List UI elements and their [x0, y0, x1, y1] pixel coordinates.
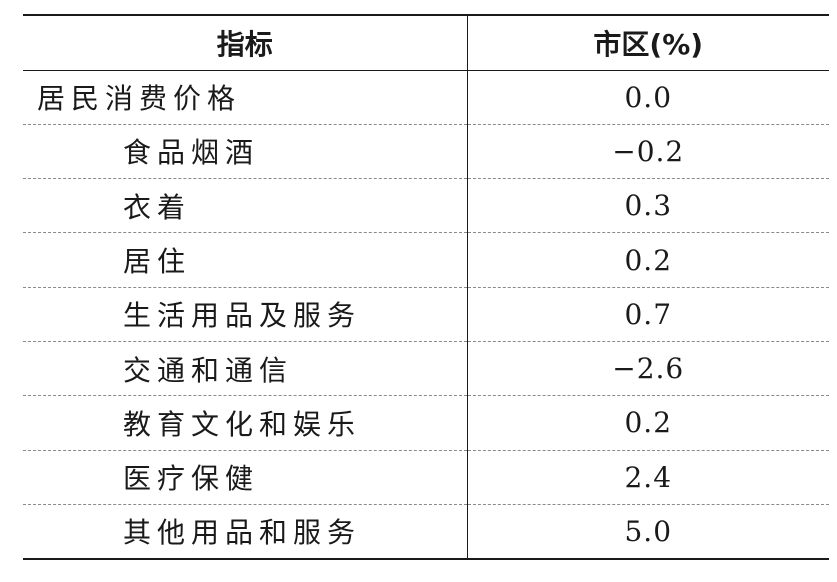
header-indicator: 指标: [23, 14, 468, 71]
row-value: −0.2: [467, 124, 829, 180]
row-value: 0.2: [467, 232, 829, 288]
cpi-table-container: 指标 市区(%) 居民消费价格 0.0 食品烟酒 −0.2 衣着 0.3 居住 …: [23, 14, 829, 560]
row-value: 0.2: [467, 395, 829, 451]
table-row: 交通和通信 −2.6: [23, 341, 829, 397]
row-label: 衣着: [23, 178, 468, 234]
row-value: −2.6: [467, 341, 829, 397]
row-label: 生活用品及服务: [23, 287, 468, 342]
row-value: 0.3: [467, 178, 829, 234]
row-label: 居民消费价格: [23, 70, 468, 125]
row-value: 0.7: [467, 287, 829, 342]
table-row: 食品烟酒 −0.2: [23, 124, 829, 180]
table-row: 居住 0.2: [23, 232, 829, 288]
table-row: 其他用品和服务 5.0: [23, 504, 829, 560]
table-row: 生活用品及服务 0.7: [23, 287, 829, 342]
row-label: 交通和通信: [23, 341, 468, 397]
row-label: 医疗保健: [23, 450, 468, 505]
table-row: 衣着 0.3: [23, 178, 829, 234]
row-value: 2.4: [467, 450, 829, 505]
table-row: 居民消费价格 0.0: [23, 70, 829, 125]
row-label: 教育文化和娱乐: [23, 395, 468, 451]
row-label: 其他用品和服务: [23, 504, 468, 560]
table-header-row: 指标 市区(%): [23, 14, 829, 71]
row-label: 居住: [23, 232, 468, 288]
table-row: 教育文化和娱乐 0.2: [23, 395, 829, 451]
row-value: 0.0: [467, 70, 829, 125]
row-label: 食品烟酒: [23, 124, 468, 180]
cpi-table: 指标 市区(%) 居民消费价格 0.0 食品烟酒 −0.2 衣着 0.3 居住 …: [23, 14, 829, 560]
row-value: 5.0: [467, 504, 829, 560]
table-row: 医疗保健 2.4: [23, 450, 829, 505]
header-urban-percent: 市区(%): [467, 14, 829, 71]
